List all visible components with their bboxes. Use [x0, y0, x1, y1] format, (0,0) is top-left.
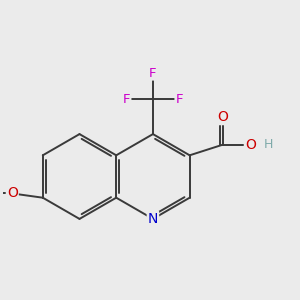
- Text: O: O: [7, 187, 18, 200]
- Text: F: F: [176, 93, 183, 106]
- Text: O: O: [245, 138, 256, 152]
- Text: H: H: [263, 138, 273, 151]
- Text: O: O: [217, 110, 228, 124]
- Text: F: F: [149, 67, 157, 80]
- Text: F: F: [123, 93, 130, 106]
- Text: N: N: [148, 212, 158, 226]
